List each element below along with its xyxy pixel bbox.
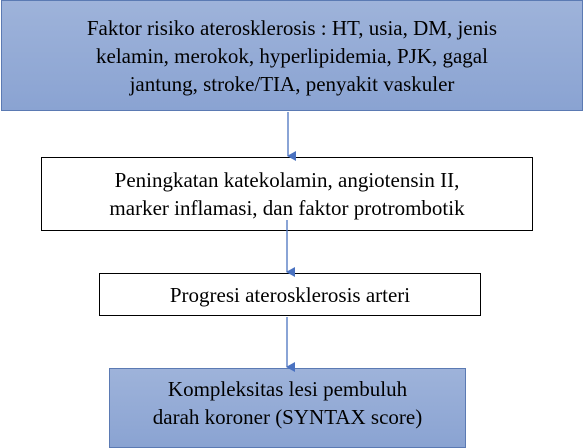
risk-factors-box: Faktor risiko aterosklerosis : HT, usia,… (1, 0, 583, 111)
complexity-line-1: Kompleksitas lesi pembuluh (167, 377, 408, 401)
progression-box: Progresi aterosklerosis arteri (99, 273, 481, 316)
progression-line-1: Progresi aterosklerosis arteri (169, 282, 411, 307)
complexity-line-2: darah koroner (SYNTAX score) (152, 405, 423, 429)
complexity-box: Kompleksitas lesi pembuluh darah koroner… (109, 368, 466, 448)
increase-line-1: Peningkatan katekolamin, angiotensin II, (114, 168, 460, 192)
increase-line-2: marker inflamasi, dan faktor protromboti… (109, 196, 465, 220)
risk-factors-line-1: Faktor risiko aterosklerosis : HT, usia,… (86, 15, 498, 40)
increase-box: Peningkatan katekolamin, angiotensin II,… (41, 157, 533, 231)
risk-factors-line-2: kelamin, merokok, hyperlipidemia, PJK, g… (96, 43, 488, 68)
risk-factors-line-3: jantung, stroke/TIA, penyakit vaskuler (129, 71, 455, 96)
